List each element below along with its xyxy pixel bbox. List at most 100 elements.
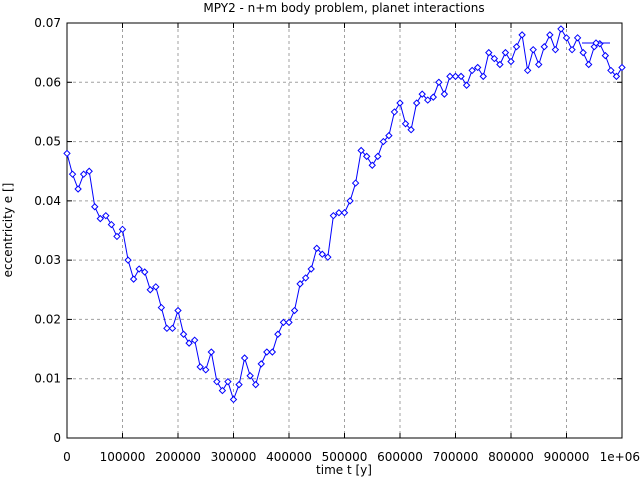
y-tick-label: 0.04 [34, 194, 61, 208]
data-point [74, 185, 82, 193]
data-point [163, 324, 171, 333]
grid-lines [67, 23, 622, 438]
legend-marker-sample [592, 39, 600, 47]
data-point [140, 268, 149, 276]
data-point [573, 34, 582, 42]
data-point [457, 72, 465, 81]
data-point [202, 366, 210, 374]
data-point [113, 232, 121, 241]
data-point [351, 179, 360, 187]
axis-ticks [66, 22, 623, 439]
data-point [496, 60, 504, 69]
data-point [229, 395, 238, 404]
data-point [557, 25, 565, 33]
data-point [462, 81, 471, 89]
data-point [540, 43, 549, 51]
data-point [385, 131, 393, 140]
data-point [390, 108, 399, 116]
data-point [168, 324, 177, 333]
data-point [68, 170, 77, 178]
data-point [251, 380, 260, 389]
data-point [518, 31, 526, 39]
data-point [179, 330, 188, 338]
data-point [523, 66, 532, 75]
data-point [324, 253, 332, 261]
data-point [507, 57, 515, 66]
data-point [257, 360, 265, 368]
data-point [468, 66, 476, 75]
data-point [362, 152, 371, 161]
x-tick-label: 0 [63, 450, 71, 464]
data-point [568, 45, 576, 54]
y-tick-label: 0.07 [34, 16, 61, 30]
data-point [301, 274, 310, 282]
data-point [407, 126, 415, 134]
y-tick-label: 0.01 [34, 372, 61, 386]
series-group [63, 25, 626, 404]
x-tick-label: 500000 [322, 450, 368, 464]
data-point [96, 214, 105, 223]
data-point [418, 90, 426, 98]
data-point [357, 146, 365, 155]
x-tick-label: 1e+06 [600, 450, 640, 464]
data-point [446, 72, 454, 81]
data-point [274, 330, 282, 338]
data-point [290, 306, 299, 315]
data-point [213, 377, 221, 386]
data-point [102, 211, 110, 220]
data-point [368, 161, 376, 169]
data-point [562, 34, 571, 42]
data-point [440, 90, 449, 98]
y-axis-label: eccentricity e [] [1, 183, 15, 278]
data-point [107, 220, 116, 229]
data-point [285, 318, 293, 327]
data-point [601, 51, 610, 60]
data-point [313, 244, 321, 252]
data-point [246, 372, 254, 380]
data-point [579, 48, 587, 57]
data-point [329, 211, 338, 220]
data-point [157, 303, 166, 312]
data-point [429, 93, 438, 101]
data-point [584, 60, 593, 69]
data-point [224, 377, 232, 386]
data-point [318, 250, 327, 258]
x-tick-label: 700000 [433, 450, 479, 464]
data-point [118, 225, 127, 234]
data-point [63, 149, 71, 158]
y-tick-label: 0.03 [34, 253, 61, 267]
data-point [451, 72, 460, 81]
x-tick-label: 800000 [488, 450, 534, 464]
x-axis-label: time t [y] [316, 463, 372, 477]
data-point [91, 203, 99, 211]
data-point [529, 45, 537, 54]
data-point [490, 54, 499, 63]
x-tick-label: 300000 [211, 450, 257, 464]
y-tick-label: 0 [53, 431, 61, 445]
data-point [501, 48, 510, 57]
data-point [268, 348, 277, 356]
data-point [512, 43, 521, 51]
data-point [152, 283, 160, 291]
data-point [207, 348, 216, 356]
x-tick-label: 100000 [100, 450, 146, 464]
data-point [79, 170, 88, 178]
data-point [396, 99, 404, 107]
x-tick-label: 900000 [544, 450, 590, 464]
data-point [190, 336, 199, 344]
x-tick-label: 200000 [155, 450, 201, 464]
data-point [473, 63, 482, 72]
y-tick-label: 0.02 [34, 312, 61, 326]
data-point [412, 99, 421, 107]
data-point [196, 363, 204, 371]
data-point [612, 72, 621, 81]
data-point [335, 209, 343, 217]
data-point [607, 66, 615, 75]
data-point [424, 96, 432, 104]
data-point [185, 339, 193, 347]
legend [582, 39, 610, 47]
data-point [535, 60, 543, 69]
data-point [85, 167, 93, 175]
data-point [435, 78, 443, 86]
